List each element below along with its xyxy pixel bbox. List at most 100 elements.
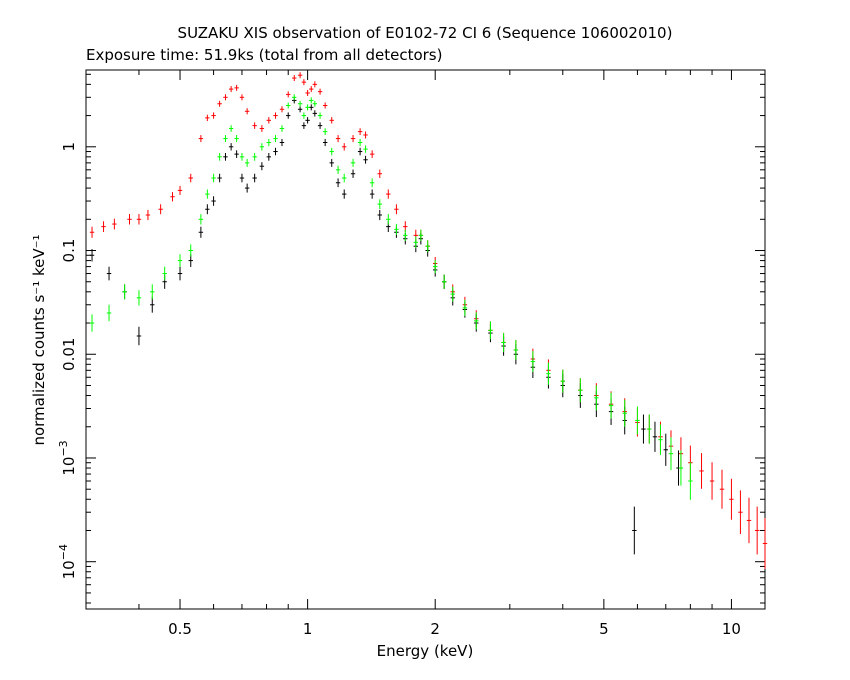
data-point — [266, 152, 272, 161]
data-point — [403, 229, 408, 242]
data-point — [177, 266, 183, 281]
data-point — [377, 199, 382, 209]
data-point — [211, 173, 216, 183]
data-point — [513, 340, 519, 360]
data-point — [150, 296, 155, 313]
data-point — [234, 135, 239, 143]
data-point — [350, 158, 356, 167]
data-point — [112, 218, 117, 230]
data-point — [688, 462, 693, 500]
data-point — [312, 110, 318, 117]
data-point — [329, 117, 334, 124]
plot-frame — [85, 69, 766, 610]
data-point — [668, 437, 674, 471]
data-point — [377, 209, 382, 221]
data-point — [301, 79, 307, 86]
data-point — [729, 478, 734, 520]
data-point — [205, 114, 210, 122]
data-point — [252, 173, 257, 183]
data-point — [632, 506, 637, 555]
data-point — [279, 106, 285, 113]
y-axis-label: normalized counts s⁻¹ keV⁻¹ — [30, 234, 48, 445]
data-point — [369, 150, 375, 158]
data-point — [89, 249, 95, 262]
data-point — [239, 94, 245, 101]
data-point — [309, 97, 314, 104]
y-tick-label: 0.01 — [60, 338, 78, 371]
data-point — [635, 406, 640, 435]
data-point — [198, 214, 204, 225]
data-point — [386, 214, 391, 225]
data-point — [530, 351, 536, 373]
tick-labels-layer: 0.5 1 2 5 10 10−4 10−3 0.01 0.1 1 — [57, 142, 741, 638]
data-point — [335, 165, 341, 174]
data-point — [363, 131, 368, 139]
x-axis-label: Energy (keV) — [377, 642, 474, 660]
data-point — [292, 94, 297, 101]
data-point — [228, 143, 234, 151]
data-point — [205, 204, 210, 215]
data-point — [309, 86, 314, 93]
data-point — [252, 122, 257, 129]
data-point — [560, 369, 565, 393]
data-point — [357, 138, 363, 147]
data-point — [641, 414, 646, 444]
data-point — [369, 189, 375, 199]
data-point — [386, 189, 391, 199]
data-point — [450, 286, 455, 302]
data-point — [394, 223, 399, 235]
data-point — [418, 229, 424, 242]
data-point — [394, 204, 399, 215]
y-tick-label: 10−3 — [57, 440, 78, 475]
data-point — [699, 453, 704, 489]
data-point — [170, 192, 175, 202]
data-point — [286, 112, 291, 119]
data-point — [217, 100, 222, 107]
data-point — [101, 221, 106, 233]
data-point — [177, 185, 183, 195]
data-point — [244, 158, 250, 167]
data-point — [738, 490, 743, 535]
data-point — [273, 112, 278, 119]
data-point — [678, 450, 684, 486]
y-tick-label: 10−4 — [57, 544, 78, 579]
data-point — [239, 152, 245, 161]
data-point — [501, 332, 506, 352]
x-tick-label: 5 — [599, 620, 609, 638]
data-point — [342, 189, 347, 199]
data-point — [259, 162, 265, 171]
data-point — [432, 260, 438, 274]
data-point — [106, 266, 112, 281]
data-point — [136, 290, 142, 306]
data-point — [441, 274, 447, 289]
data-point — [719, 469, 725, 509]
data-point — [122, 284, 127, 300]
chart-title: SUZAKU XIS observation of E0102-72 CI 6 … — [178, 24, 673, 42]
data-point — [622, 399, 627, 427]
data-point — [647, 414, 652, 444]
data-point — [350, 135, 356, 143]
data-point — [286, 102, 291, 109]
data-point — [136, 214, 142, 225]
ticks-layer — [85, 70, 765, 609]
data-point — [266, 117, 272, 124]
data-point — [425, 240, 430, 253]
data-point — [244, 183, 250, 193]
data-point — [329, 147, 334, 156]
series-0 — [89, 72, 768, 569]
data-point — [162, 266, 167, 281]
data-point — [106, 304, 112, 322]
data-point — [89, 314, 95, 332]
x-tick-label: 2 — [430, 620, 440, 638]
data-point — [342, 173, 347, 183]
data-point — [266, 138, 272, 147]
data-point — [297, 100, 303, 107]
data-point — [301, 112, 307, 119]
data-point — [223, 135, 228, 143]
data-point — [127, 214, 132, 225]
data-point — [223, 152, 228, 161]
data-point — [234, 84, 239, 91]
data-point — [244, 108, 250, 115]
data-point — [462, 299, 468, 316]
data-point — [252, 152, 257, 161]
